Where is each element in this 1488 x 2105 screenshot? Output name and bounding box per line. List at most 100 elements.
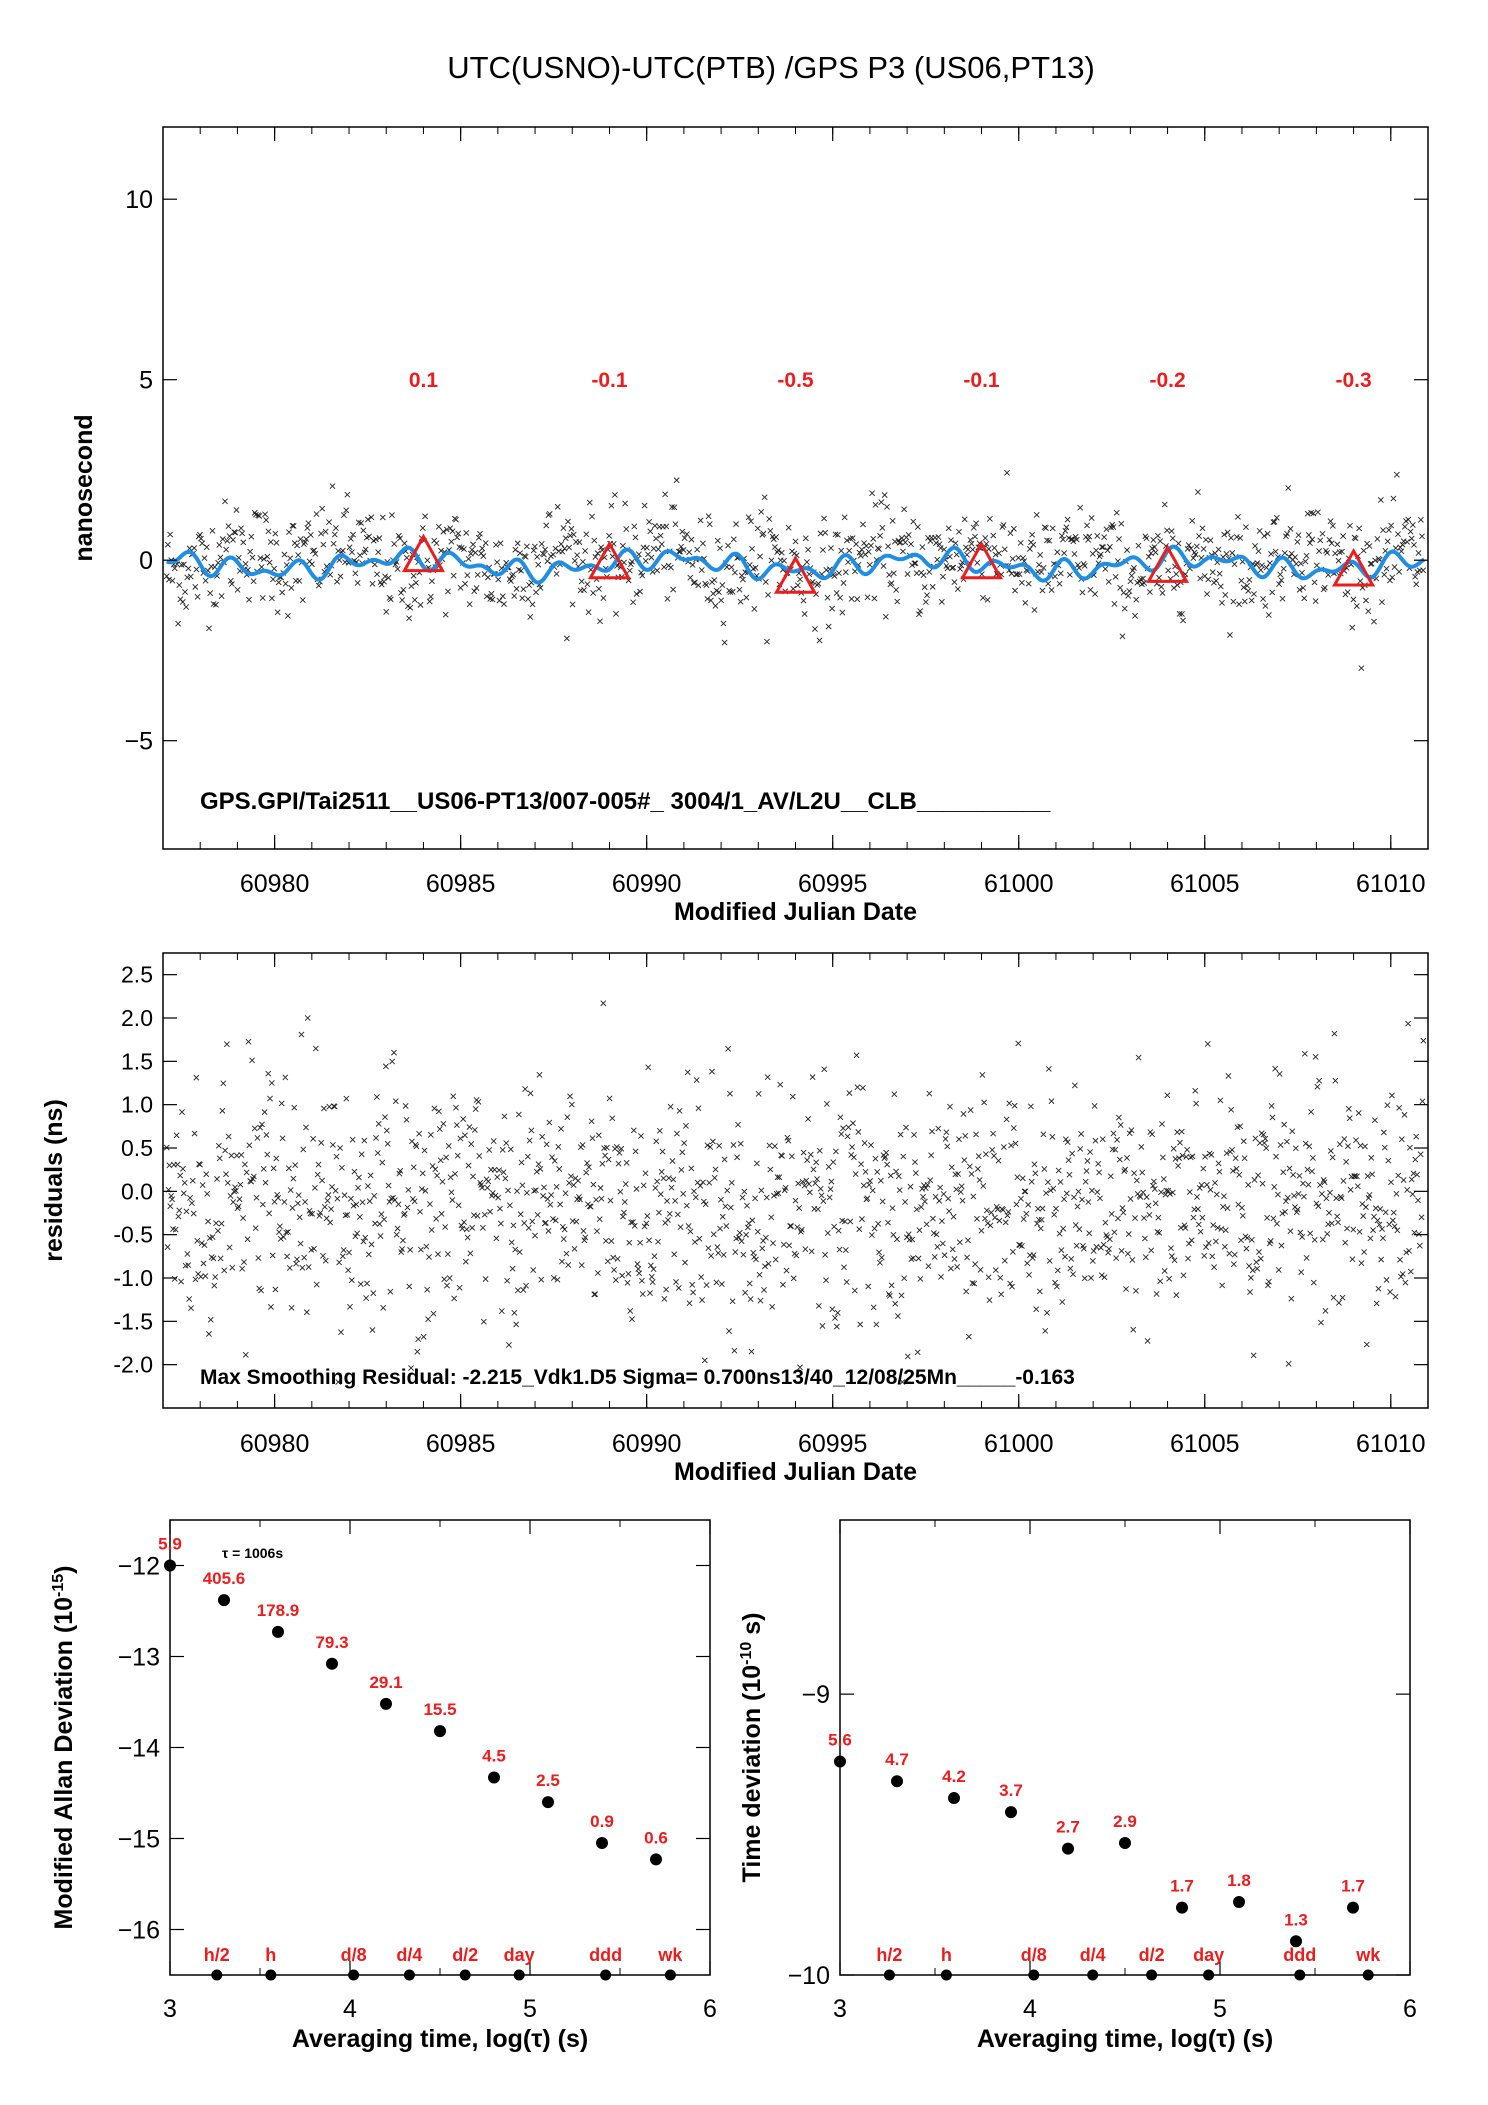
top-data-point	[956, 528, 962, 535]
res-data-point	[889, 1205, 896, 1212]
top-data-point	[935, 534, 942, 540]
res-data-point	[1192, 1087, 1199, 1094]
res-data-point	[1341, 1136, 1348, 1142]
res-data-point	[681, 1140, 688, 1146]
res-data-point	[1199, 1214, 1206, 1221]
res-y-tick-label: 2.0	[121, 1005, 153, 1031]
top-data-point	[1054, 549, 1061, 556]
top-data-point	[1192, 551, 1199, 558]
mdev-data-label: 29.1	[369, 1673, 402, 1692]
top-triangle-label: 0.1	[409, 369, 439, 392]
res-data-point	[747, 1296, 754, 1302]
res-data-point	[224, 1179, 231, 1186]
top-data-point	[916, 611, 922, 618]
top-data-point	[1093, 547, 1100, 554]
top-data-point	[597, 618, 603, 625]
top-data-point	[768, 557, 775, 564]
res-data-point	[1185, 1255, 1191, 1262]
res-data-point	[1089, 1258, 1096, 1264]
res-data-point	[541, 1184, 547, 1191]
tdev-data-point	[948, 1792, 960, 1805]
top-data-point	[661, 564, 667, 570]
res-data-point	[780, 1241, 787, 1248]
mdev-y-tick-label: −14	[118, 1734, 161, 1762]
top-data-point	[1061, 550, 1068, 557]
res-data-point	[300, 1146, 307, 1153]
top-data-point	[606, 532, 613, 539]
res-data-point	[918, 1204, 925, 1211]
top-data-point	[896, 539, 903, 546]
top-data-point	[307, 532, 314, 538]
top-data-point	[1124, 547, 1130, 554]
top-data-point	[231, 529, 238, 536]
res-data-point	[825, 1163, 832, 1170]
top-data-point	[449, 528, 456, 535]
res-data-point	[1087, 1149, 1094, 1155]
res-data-point	[436, 1126, 443, 1132]
top-triangle-marker	[773, 555, 818, 594]
res-data-point	[342, 1212, 349, 1219]
tdev-y-tick-label: −10	[788, 1962, 830, 1990]
top-data-point	[495, 576, 502, 583]
top-data-point	[840, 580, 847, 586]
res-data-point	[931, 1254, 938, 1260]
top-data-point	[646, 518, 653, 525]
res-data-point	[792, 1197, 799, 1204]
res-data-point	[614, 1255, 621, 1262]
top-data-point	[1287, 525, 1294, 532]
res-data-point	[800, 1149, 807, 1156]
res-data-point	[529, 1218, 536, 1225]
res-data-point	[378, 1211, 385, 1218]
res-data-point	[598, 1195, 605, 1202]
top-data-point	[574, 552, 581, 559]
res-data-point	[1146, 1212, 1153, 1218]
top-data-point	[662, 491, 669, 498]
top-data-point	[1269, 589, 1276, 596]
res-data-point	[1259, 1180, 1266, 1187]
res-data-point	[1287, 1228, 1294, 1235]
res-data-point	[539, 1133, 546, 1140]
top-data-point	[1112, 573, 1119, 580]
res-data-point	[1039, 1205, 1046, 1212]
res-data-point	[965, 1237, 971, 1244]
top-data-point	[637, 588, 643, 595]
res-data-point	[722, 1203, 729, 1210]
top-data-point	[550, 551, 557, 558]
res-data-point	[1071, 1082, 1078, 1089]
res-data-point	[487, 1208, 494, 1215]
res-data-point	[1379, 1226, 1385, 1232]
top-data-point	[256, 513, 263, 519]
res-data-point	[975, 1153, 982, 1160]
res-data-point	[589, 1135, 596, 1142]
tdev-data-point	[1062, 1842, 1074, 1855]
mdev-time-marker-label: d/4	[396, 1945, 422, 1965]
top-data-point	[719, 582, 726, 588]
res-data-point	[954, 1263, 961, 1270]
top-data-point	[844, 537, 850, 544]
res-data-point	[632, 1148, 639, 1155]
res-data-point	[225, 1133, 232, 1140]
top-data-point	[974, 559, 981, 566]
top-data-point	[233, 507, 240, 513]
res-data-point	[438, 1210, 445, 1217]
res-data-point	[525, 1225, 532, 1231]
res-data-point	[711, 1174, 718, 1181]
top-data-point	[832, 531, 839, 538]
res-data-point	[611, 1266, 617, 1273]
mdev-time-marker	[348, 1969, 360, 1981]
res-data-point	[249, 1057, 255, 1064]
top-data-point	[1222, 592, 1229, 598]
res-data-point	[209, 1234, 216, 1240]
res-data-point	[718, 1196, 724, 1203]
res-data-point	[1265, 1278, 1272, 1285]
mdev-tau-note: τ = 1006s	[222, 1545, 283, 1561]
res-data-point	[220, 1080, 227, 1087]
top-data-point	[992, 551, 999, 558]
res-data-point	[1236, 1171, 1243, 1178]
top-data-point	[222, 498, 228, 505]
top-data-point	[1294, 538, 1301, 545]
res-data-point	[1302, 1140, 1309, 1147]
res-data-point	[1250, 1352, 1257, 1359]
res-data-point	[1186, 1189, 1193, 1195]
res-data-point	[679, 1149, 686, 1156]
